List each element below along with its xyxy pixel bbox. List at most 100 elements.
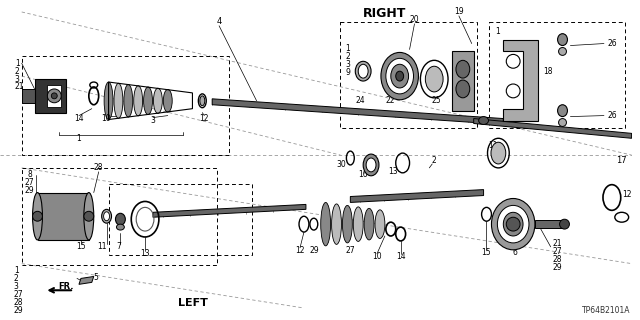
Circle shape — [51, 93, 57, 99]
Text: 6: 6 — [513, 248, 518, 257]
Text: 29: 29 — [553, 263, 563, 272]
Text: 9: 9 — [346, 68, 350, 77]
Ellipse shape — [366, 158, 376, 172]
Ellipse shape — [200, 96, 205, 106]
Ellipse shape — [559, 118, 566, 126]
Text: 27: 27 — [14, 290, 24, 299]
Ellipse shape — [479, 116, 488, 124]
Text: 1: 1 — [15, 59, 20, 68]
Ellipse shape — [456, 60, 470, 78]
Text: 27: 27 — [553, 247, 563, 256]
Text: 8: 8 — [28, 170, 32, 179]
Ellipse shape — [363, 154, 379, 176]
Bar — [488, 22, 625, 128]
Text: 1: 1 — [77, 134, 81, 143]
Ellipse shape — [321, 203, 331, 246]
Ellipse shape — [104, 82, 113, 120]
Ellipse shape — [557, 105, 568, 116]
Text: 24: 24 — [355, 96, 365, 105]
Text: 19: 19 — [454, 7, 464, 16]
Text: 2: 2 — [15, 67, 20, 76]
Ellipse shape — [115, 213, 125, 225]
Ellipse shape — [364, 208, 374, 240]
Ellipse shape — [386, 58, 413, 94]
Ellipse shape — [114, 83, 123, 118]
Text: 30: 30 — [337, 160, 346, 169]
Text: 2: 2 — [346, 52, 350, 61]
Ellipse shape — [332, 204, 342, 244]
Text: 18: 18 — [543, 67, 552, 76]
Text: 1: 1 — [14, 266, 19, 275]
Text: FR.: FR. — [58, 282, 74, 291]
Text: 29: 29 — [14, 306, 24, 315]
Ellipse shape — [492, 198, 535, 250]
Ellipse shape — [497, 205, 529, 243]
Circle shape — [33, 211, 42, 221]
Text: 12: 12 — [622, 190, 632, 199]
Polygon shape — [212, 99, 503, 124]
Text: 12: 12 — [295, 246, 305, 255]
Text: 15: 15 — [481, 248, 490, 257]
Polygon shape — [474, 118, 632, 138]
Ellipse shape — [456, 80, 470, 98]
Bar — [47, 85, 61, 107]
Ellipse shape — [154, 88, 163, 113]
Polygon shape — [153, 204, 306, 217]
Bar — [35, 79, 66, 113]
Polygon shape — [350, 190, 484, 203]
Ellipse shape — [491, 142, 506, 164]
Ellipse shape — [426, 66, 443, 92]
Bar — [109, 184, 252, 255]
Text: 1: 1 — [346, 44, 350, 53]
Polygon shape — [503, 40, 538, 121]
Ellipse shape — [116, 224, 124, 230]
Text: 14: 14 — [74, 114, 84, 123]
Ellipse shape — [342, 205, 352, 243]
Text: 13: 13 — [388, 167, 397, 176]
Text: LEFT: LEFT — [177, 298, 207, 308]
Circle shape — [47, 89, 61, 103]
Text: TP64B2101A: TP64B2101A — [582, 306, 631, 315]
Ellipse shape — [163, 89, 172, 112]
Text: 29: 29 — [25, 186, 35, 195]
Ellipse shape — [84, 193, 93, 240]
Bar — [22, 89, 38, 103]
Text: 10: 10 — [100, 114, 111, 123]
Text: 26: 26 — [607, 39, 617, 48]
Ellipse shape — [381, 52, 419, 100]
Ellipse shape — [33, 193, 42, 240]
Text: 3: 3 — [14, 282, 19, 291]
Text: 28: 28 — [14, 298, 23, 307]
Ellipse shape — [355, 61, 371, 81]
Bar — [22, 56, 229, 155]
Ellipse shape — [353, 207, 363, 241]
Text: 3: 3 — [346, 60, 350, 69]
Ellipse shape — [102, 209, 111, 223]
Text: 2: 2 — [14, 274, 19, 283]
Text: 1: 1 — [495, 27, 500, 36]
Bar — [535, 220, 564, 228]
Text: 12: 12 — [200, 114, 209, 123]
Text: 28: 28 — [553, 255, 562, 264]
Ellipse shape — [104, 212, 109, 221]
Text: 21: 21 — [15, 83, 24, 92]
Bar — [340, 22, 477, 128]
Ellipse shape — [559, 219, 570, 229]
Ellipse shape — [396, 71, 404, 81]
Text: 27: 27 — [25, 178, 35, 187]
Text: 15: 15 — [76, 242, 86, 251]
Bar — [22, 168, 217, 265]
Text: 20: 20 — [410, 15, 419, 24]
Ellipse shape — [559, 47, 566, 55]
Text: RIGHT: RIGHT — [363, 7, 406, 20]
Ellipse shape — [503, 212, 523, 236]
Ellipse shape — [143, 87, 152, 115]
Circle shape — [506, 84, 520, 98]
Polygon shape — [79, 276, 93, 284]
Text: 21: 21 — [553, 239, 562, 248]
Text: 7: 7 — [116, 242, 121, 251]
Ellipse shape — [358, 64, 368, 78]
Text: 2: 2 — [432, 156, 436, 164]
Ellipse shape — [375, 210, 385, 238]
Text: 28: 28 — [94, 164, 104, 172]
